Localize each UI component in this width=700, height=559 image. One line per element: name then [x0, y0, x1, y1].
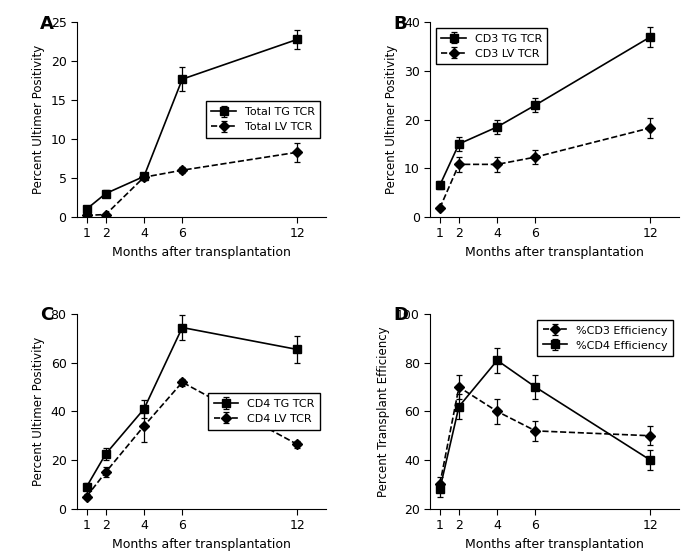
Y-axis label: Percent Transplant Efficiency: Percent Transplant Efficiency [377, 326, 391, 497]
Legend: CD4 TG TCR, CD4 LV TCR: CD4 TG TCR, CD4 LV TCR [209, 393, 320, 430]
Text: C: C [40, 306, 53, 324]
Legend: Total TG TCR, Total LV TCR: Total TG TCR, Total LV TCR [206, 101, 320, 138]
X-axis label: Months after transplantation: Months after transplantation [112, 538, 290, 551]
Text: D: D [393, 306, 408, 324]
Y-axis label: Percent Ultimer Positivity: Percent Ultimer Positivity [32, 45, 46, 194]
Text: B: B [393, 15, 407, 32]
X-axis label: Months after transplantation: Months after transplantation [112, 246, 290, 259]
Y-axis label: Percent Ultimer Positivity: Percent Ultimer Positivity [32, 337, 45, 486]
Legend: CD3 TG TCR, CD3 LV TCR: CD3 TG TCR, CD3 LV TCR [436, 28, 547, 64]
Text: A: A [40, 15, 54, 32]
X-axis label: Months after transplantation: Months after transplantation [466, 246, 644, 259]
Y-axis label: Percent Ultimer Positivity: Percent Ultimer Positivity [386, 45, 398, 194]
X-axis label: Months after transplantation: Months after transplantation [466, 538, 644, 551]
Legend: %CD3 Efficiency, %CD4 Efficiency: %CD3 Efficiency, %CD4 Efficiency [538, 320, 673, 356]
